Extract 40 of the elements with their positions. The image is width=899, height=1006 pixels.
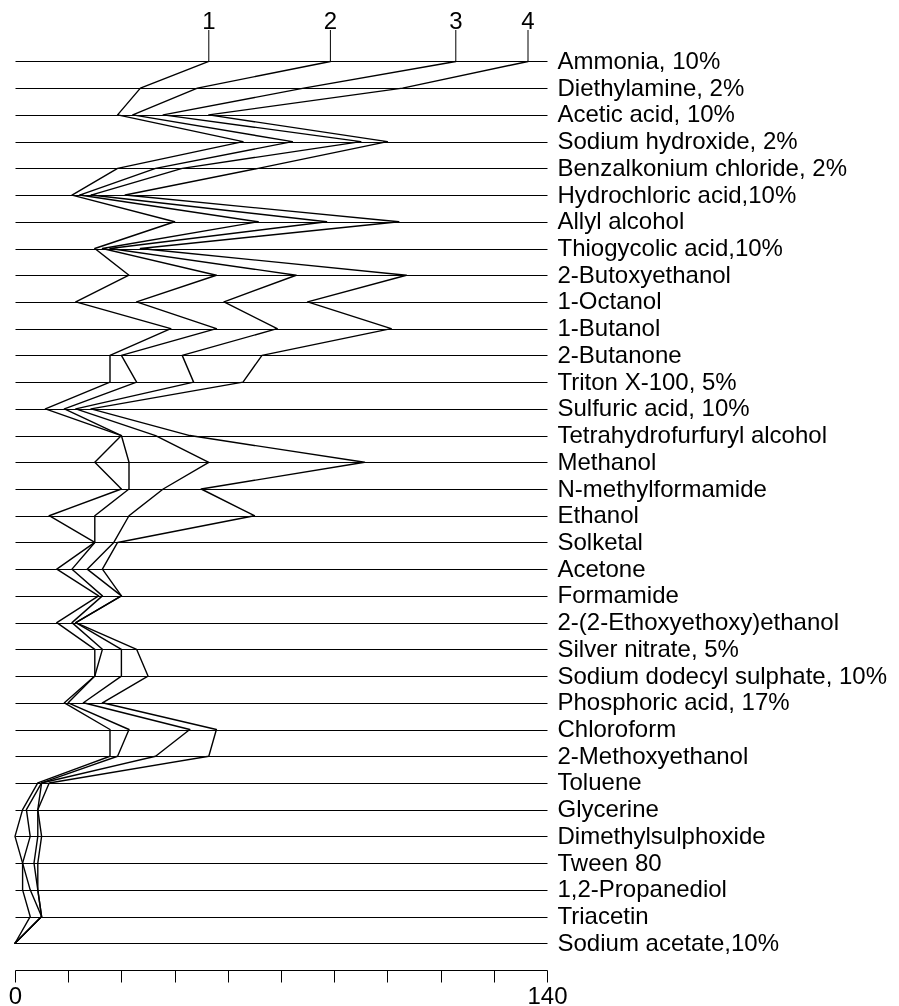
series-label: 3 [449,7,463,34]
y-tick-label: N-methylformamide [557,474,767,502]
y-tick-label: Glycerine [557,795,659,823]
y-tick-label: Thiogycolic acid,10% [557,234,783,261]
y-tick-label: 2-(2-Ethoxyethoxy)ethanol [557,608,839,636]
series-label: 4 [521,7,535,34]
y-tick-label: Ammonia, 10% [557,46,721,74]
y-tick-label: Phosphoric acid, 17% [557,688,790,716]
y-tick-label: Solketal [557,527,643,555]
y-tick-label: Diethylamine, 2% [557,73,745,101]
y-tick-label: Acetic acid, 10% [557,100,735,128]
y-tick-label: Methanol [557,447,657,475]
y-tick-label: 2-Butoxyethanol [557,260,731,288]
y-tick-label: Sodium dodecyl sulphate, 10% [557,661,888,689]
y-tick-label: Ethanol [557,501,639,529]
y-tick-label: Tetrahydrofurfuryl alcohol [557,421,827,449]
series-label: 1 [202,7,216,34]
y-tick-label: 2-Butanone [557,340,682,368]
y-tick-label: 1-Butanol [557,314,661,342]
y-tick-label: Sodium acetate,10% [557,928,779,956]
y-tick-label: Silver nitrate, 5% [557,634,739,662]
y-tick-label: 2-Methoxyethanol [557,741,749,769]
y-tick-label: Acetone [557,554,646,582]
y-tick-label: Sulfuric acid, 10% [557,394,750,422]
y-tick-label: 1,2-Propanediol [557,875,727,903]
y-tick-label: Dimethylsulphoxide [557,821,766,849]
series-label: 2 [323,7,338,34]
y-tick-label: Hydrochloric acid,10% [557,180,797,208]
y-tick-label: 1-Octanol [557,287,662,315]
y-tick-label: Triton X-100, 5% [557,367,737,395]
y-tick-label: Tween 80 [557,848,662,876]
y-tick-label: Benzalkonium chloride, 2% [557,153,847,181]
y-tick-label: Toluene [557,768,642,796]
x-tick-label: 0 [8,981,23,1006]
y-tick-label: Formamide [557,581,679,609]
y-tick-label: Allyl alcohol [557,207,685,235]
y-tick-label: Triacetin [557,902,649,930]
x-tick-label: 140 [527,981,568,1006]
y-tick-label: Sodium hydroxide, 2% [557,127,798,155]
y-tick-label: Chloroform [557,715,677,742]
